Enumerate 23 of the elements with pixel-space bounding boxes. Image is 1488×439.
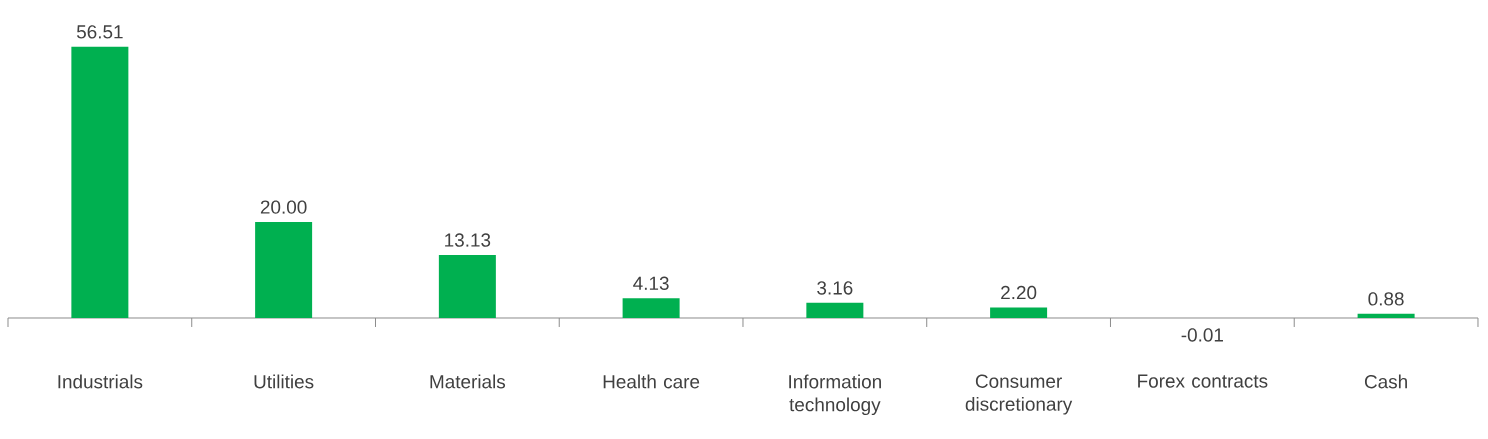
- x-tick-label: Materials: [430, 374, 506, 389]
- data-label: 13.13: [445, 233, 491, 247]
- data-label: -0.01: [1181, 328, 1223, 342]
- x-tick-label: Consumer discretionary: [965, 374, 1073, 415]
- bar: [71, 46, 129, 318]
- x-tick-label: Forex contracts: [1138, 374, 1268, 388]
- bar: [622, 298, 680, 318]
- data-label: 56.51: [76, 25, 123, 39]
- data-label: 0.88: [1368, 292, 1404, 306]
- data-label: 20.00: [260, 200, 307, 214]
- data-label: 4.13: [633, 276, 669, 290]
- bar: [806, 302, 864, 318]
- bar: [438, 254, 496, 318]
- x-tick-label: Industrials: [58, 374, 143, 389]
- x-tick-label: Utilities: [254, 374, 314, 389]
- bar: [1357, 313, 1415, 318]
- bar: [990, 307, 1048, 318]
- data-label: 3.16: [817, 281, 853, 295]
- x-tick-label: Cash: [1364, 374, 1407, 389]
- data-label: 2.20: [1001, 285, 1037, 300]
- x-tick-label: Health care: [603, 374, 700, 389]
- x-tick-label: Information technology: [789, 374, 881, 416]
- bar: [255, 222, 313, 318]
